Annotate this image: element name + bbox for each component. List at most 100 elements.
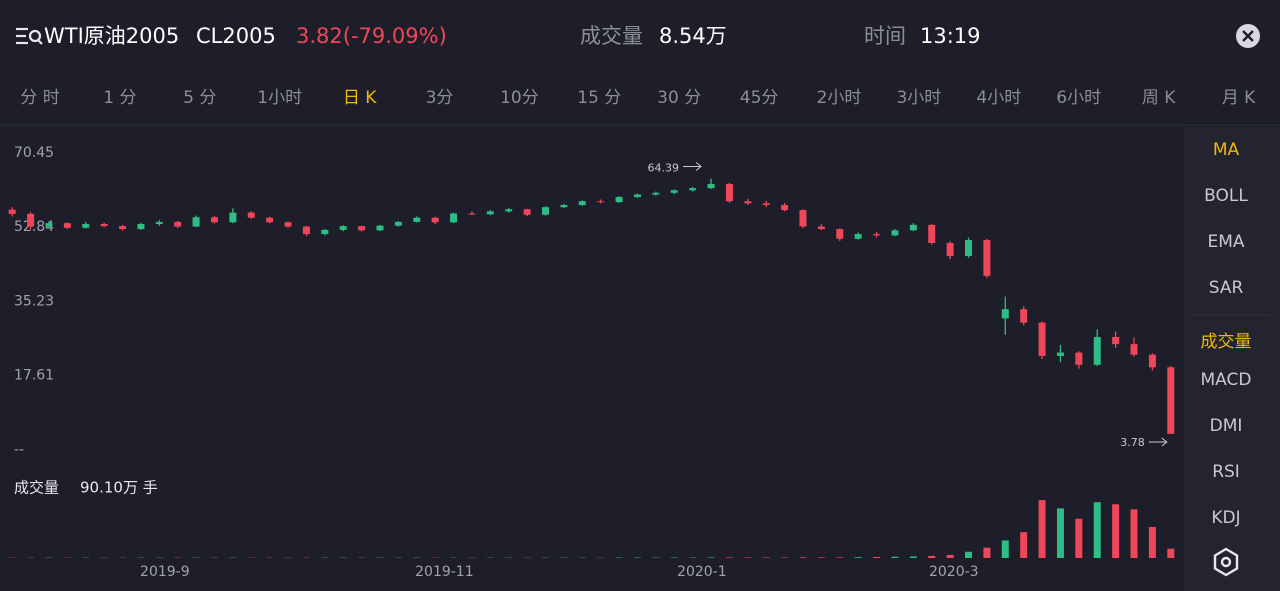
volume-bar [983,547,991,558]
volume-bar [762,557,770,558]
timeframe-tab[interactable]: 5 分 [183,88,216,108]
candle-body [983,240,991,276]
timeframe-tab[interactable]: 45分 [740,88,779,108]
timeframe-tab[interactable]: 2小时 [817,88,862,108]
candle-body [192,217,200,227]
volume-bar [1056,508,1064,558]
candle-body [82,224,90,228]
timeframe-tab[interactable]: 分 时 [20,88,59,108]
volume-bar [836,557,844,558]
candle-body [45,223,53,227]
candle-body [321,229,329,235]
candle-body [1093,336,1101,365]
volume-bar [891,556,899,558]
volume-bar [854,557,862,558]
candle-body [431,217,439,223]
indicator-tab[interactable]: MACD [1201,370,1252,390]
timeframe-tab[interactable]: 6小时 [1056,88,1101,108]
candle-body [1020,309,1028,323]
arrow [683,162,702,171]
timeframe-tab[interactable]: 15 分 [577,88,621,108]
volume-title: 成交量 [14,479,59,497]
candle-body [652,192,660,195]
candle-body [174,221,182,227]
timeframe-tab[interactable]: 1 分 [103,88,136,108]
indicator-tab[interactable]: BOLL [1204,186,1248,206]
candle-body [63,223,71,228]
timeframe-tab[interactable]: 日 K [343,88,377,108]
candle-body [854,234,862,239]
close-button[interactable] [1236,24,1260,48]
candle-body [836,229,844,239]
candle-body [394,221,402,226]
candle-body [523,209,531,215]
candle-body [247,212,255,218]
max-price-label: 64.39 [648,162,680,175]
timeframe-tab[interactable]: 1小时 [257,88,302,108]
candle-body [266,217,274,223]
indicator-tab[interactable]: EMA [1207,232,1244,252]
volume-bar [1075,518,1083,558]
candle-body [1001,309,1009,319]
price-change: 3.82(-79.09%) [296,24,447,48]
indicator-tab[interactable]: KDJ [1211,508,1240,528]
candle-body [119,226,127,230]
x-tick-label: 2019-11 [415,564,474,580]
y-tick-label: 52.84 [14,219,54,235]
candle-body [707,183,715,189]
settings-button[interactable] [1213,547,1239,577]
indicator-tab[interactable]: 成交量 [1201,332,1252,352]
candle-body [1038,322,1046,356]
indicator-tab[interactable]: DMI [1210,416,1243,436]
x-tick-label: 2020-1 [677,564,727,580]
timeframe-tab[interactable]: 10分 [500,88,539,108]
candle-body [799,210,807,227]
timeframe-tab[interactable]: 3小时 [896,88,941,108]
volume-bar [707,557,715,558]
candle-body [597,201,605,203]
candle-body [725,183,733,202]
volume-bar [909,556,917,558]
volume-bar [817,557,825,558]
candle-body [781,205,789,211]
timeframe-tab[interactable]: 周 K [1142,88,1176,108]
menu-icon[interactable] [16,27,43,45]
y-tick-label: -- [14,442,24,458]
volume-bar [1001,540,1009,558]
indicator-tab[interactable]: SAR [1209,278,1244,298]
indicator-tab[interactable]: MA [1213,140,1240,160]
candle-body [542,207,550,215]
candle-body [560,205,568,208]
x-tick-label: 2019-9 [140,564,190,580]
candle-body [689,188,697,191]
volume-bar [1020,532,1028,558]
candle-body [468,213,476,215]
candle-body [1167,367,1175,434]
candle-body [1075,352,1083,365]
volume-bar [1148,527,1156,558]
timeframe-tab[interactable]: 4小时 [976,88,1021,108]
candle-body [817,226,825,230]
y-tick-label: 35.23 [14,293,54,309]
timeframe-tab[interactable]: 月 K [1222,88,1256,108]
candle-body [946,242,954,257]
volume-bar [1093,502,1101,558]
indicator-tab[interactable]: RSI [1212,462,1240,482]
y-tick-label: 17.61 [14,368,54,384]
timeframe-tab[interactable]: 30 分 [657,88,701,108]
candle-body [615,197,623,203]
volume-bar [1130,509,1138,558]
volume-bar [965,551,973,558]
volume-bar [725,557,733,558]
candle-body [27,213,35,227]
candle-body [339,226,347,230]
timeframe-tab[interactable]: 3分 [426,88,454,108]
candle-body [762,203,770,206]
candle-body [302,226,310,235]
candle-body [909,224,917,231]
candle-body [413,217,421,222]
volume-bar [799,557,807,558]
time-value: 13:19 [920,24,981,48]
